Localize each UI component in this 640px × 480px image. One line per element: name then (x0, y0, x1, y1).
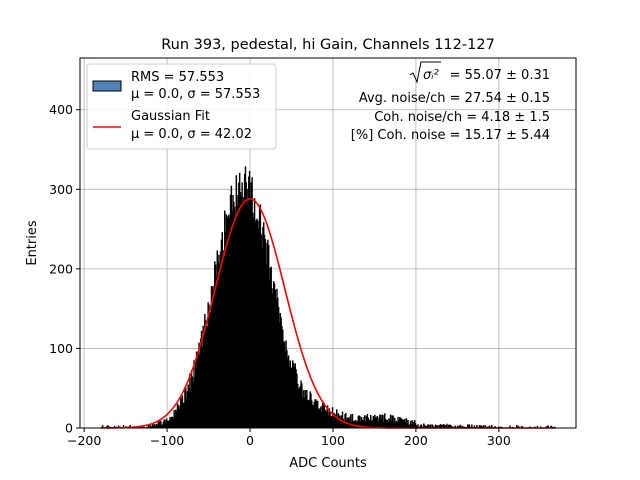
annotation-avg-noise: Avg. noise/ch = 27.54 ± 0.15 (359, 91, 550, 106)
legend: RMS = 57.553 μ = 0.0, σ = 57.553 Gaussia… (86, 63, 277, 150)
x-tick-label: −200 (67, 433, 101, 448)
y-tick-label: 400 (49, 102, 73, 117)
x-tick-label: 200 (404, 433, 428, 448)
sqrt-sign (409, 61, 441, 84)
legend-histogram-line1: RMS = 57.553 (131, 70, 224, 85)
annotation-coh-noise-percent: [%] Coh. noise = 15.17 ± 5.44 (351, 128, 550, 143)
x-axis: −200 −100 0 100 200 300 (67, 428, 511, 448)
y-tick-label: 100 (49, 341, 73, 356)
x-tick-label: 100 (321, 433, 345, 448)
y-tick-label: 200 (49, 261, 73, 276)
y-axis-label: Entries (25, 220, 40, 266)
y-tick-label: 0 (65, 421, 73, 436)
x-axis-label: ADC Counts (289, 456, 367, 471)
y-axis: 0 100 200 300 400 (49, 102, 80, 436)
plot-frame (79, 57, 577, 429)
legend-patch-histogram (92, 80, 122, 92)
legend-box (86, 63, 277, 150)
annotations: σᵢ² = 55.07 ± 0.31 Avg. noise/ch = 27.54… (351, 61, 550, 143)
annotation-sqrt-value: = 55.07 ± 0.31 (450, 68, 550, 83)
chart-title: Run 393, pedestal, hi Gain, Channels 112… (161, 37, 495, 53)
legend-fit-line1: Gaussian Fit (131, 109, 210, 124)
y-tick-label: 300 (49, 182, 73, 197)
legend-histogram-line2: μ = 0.0, σ = 57.553 (131, 87, 260, 102)
sqrt-radicand: σᵢ² (423, 68, 439, 83)
x-tick-label: 300 (487, 433, 511, 448)
x-tick-label: 0 (246, 433, 254, 448)
legend-fit-line2: μ = 0.0, σ = 42.02 (131, 127, 252, 142)
annotation-sqrt-sigma: σᵢ² = 55.07 ± 0.31 (409, 61, 550, 84)
annotation-coh-noise: Coh. noise/ch = 4.18 ± 1.5 (374, 110, 550, 125)
x-tick-label: −100 (150, 433, 184, 448)
